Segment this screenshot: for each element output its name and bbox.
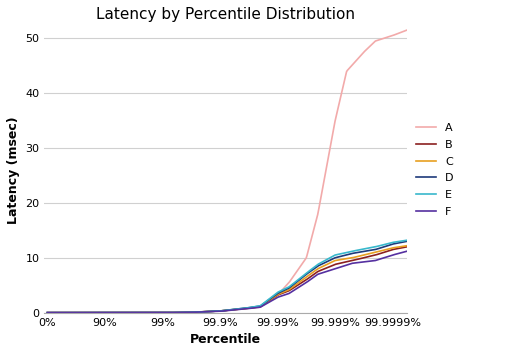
Line: D: D: [47, 241, 407, 313]
B: [44, 311, 50, 315]
F: [339, 264, 346, 269]
D: [215, 309, 222, 313]
B: [258, 304, 264, 308]
E: [217, 309, 224, 313]
C: [44, 311, 50, 315]
C: [258, 304, 264, 308]
C: [217, 309, 224, 313]
A: [404, 28, 410, 32]
E: [404, 238, 410, 242]
X-axis label: Percentile: Percentile: [190, 333, 261, 346]
F: [395, 251, 402, 256]
A: [215, 309, 222, 313]
B: [339, 261, 346, 265]
A: [395, 31, 402, 35]
E: [339, 251, 346, 256]
C: [339, 257, 346, 262]
F: [258, 304, 264, 309]
F: [239, 307, 245, 311]
B: [404, 245, 410, 249]
F: [44, 311, 50, 315]
D: [44, 311, 50, 315]
Line: B: B: [47, 247, 407, 313]
C: [395, 245, 402, 249]
A: [44, 311, 50, 315]
F: [217, 309, 224, 313]
Line: F: F: [47, 251, 407, 313]
E: [239, 306, 245, 311]
B: [217, 309, 224, 313]
E: [44, 311, 50, 315]
Line: E: E: [47, 240, 407, 313]
F: [215, 309, 222, 313]
C: [215, 309, 222, 313]
C: [404, 244, 410, 248]
A: [217, 309, 224, 313]
B: [215, 309, 222, 313]
B: [395, 246, 402, 251]
Line: C: C: [47, 246, 407, 313]
F: [404, 249, 410, 253]
D: [258, 303, 264, 307]
Y-axis label: Latency (msec): Latency (msec): [7, 116, 20, 224]
D: [217, 309, 224, 313]
Line: A: A: [47, 30, 407, 313]
D: [404, 239, 410, 244]
Legend: A, B, C, D, E, F: A, B, C, D, E, F: [416, 123, 454, 217]
A: [258, 304, 264, 309]
D: [239, 306, 245, 311]
Title: Latency by Percentile Distribution: Latency by Percentile Distribution: [96, 7, 355, 22]
D: [395, 241, 402, 245]
E: [395, 239, 402, 244]
B: [239, 307, 245, 311]
E: [258, 303, 264, 307]
C: [239, 307, 245, 311]
D: [339, 254, 346, 258]
E: [215, 309, 222, 313]
A: [239, 307, 245, 311]
A: [339, 88, 346, 92]
